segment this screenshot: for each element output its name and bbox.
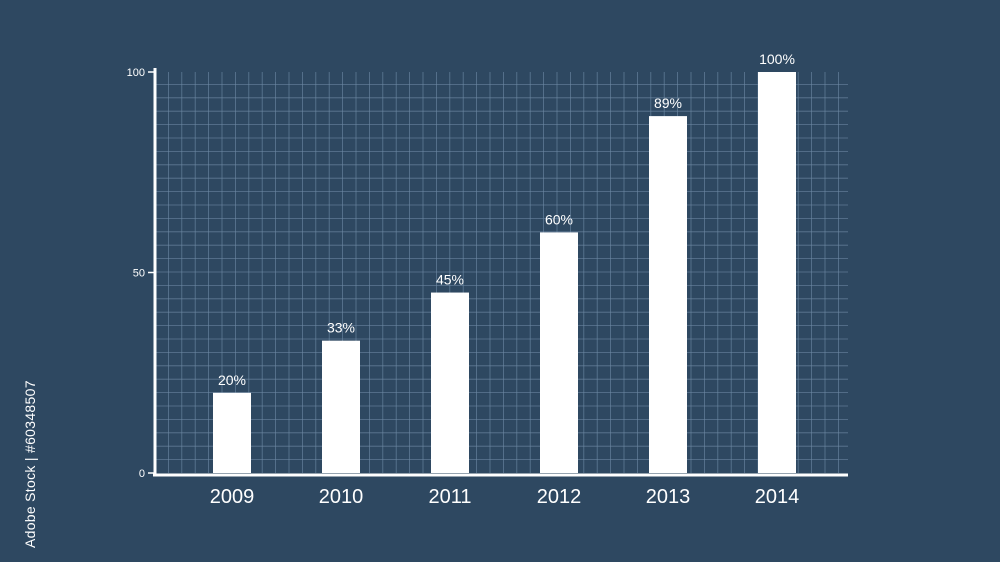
- x-tick-label-2012: 2012: [537, 486, 582, 508]
- bar-2009: [213, 392, 251, 473]
- data-label-2012: 60%: [545, 211, 573, 227]
- chart-grid: [155, 72, 848, 473]
- x-tick-label-2009: 2009: [210, 486, 255, 508]
- bar-2014: [758, 72, 796, 473]
- stock-id-watermark: Adobe Stock | #60348507: [22, 380, 38, 548]
- bar-2011: [431, 292, 469, 473]
- bar-2013: [649, 116, 687, 474]
- x-tick-label-2014: 2014: [755, 486, 800, 508]
- chart-data-labels: 20% 33% 45% 60% 89% 100%: [218, 51, 795, 388]
- bar-2012: [540, 232, 578, 473]
- x-tick-label-2011: 2011: [428, 486, 471, 508]
- bar-2010: [322, 340, 360, 473]
- data-label-2009: 20%: [218, 372, 246, 388]
- y-tick-label-100: 100: [127, 67, 145, 79]
- data-label-2013: 89%: [654, 95, 682, 111]
- x-tick-label-2010: 2010: [319, 486, 364, 508]
- y-tick-label-0: 0: [139, 468, 145, 480]
- chart-axes: [148, 68, 848, 477]
- data-label-2010: 33%: [327, 320, 355, 336]
- chart-bars: [213, 72, 796, 474]
- y-tick-label-50: 50: [133, 268, 145, 280]
- data-label-2014: 100%: [759, 51, 795, 67]
- x-tick-label-2013: 2013: [646, 486, 691, 508]
- x-axis-tick-labels: 2009 2010 2011 2012 2013 2014: [210, 486, 800, 508]
- y-axis-tick-labels: 0 50 100: [127, 67, 145, 480]
- data-label-2011: 45%: [436, 272, 464, 288]
